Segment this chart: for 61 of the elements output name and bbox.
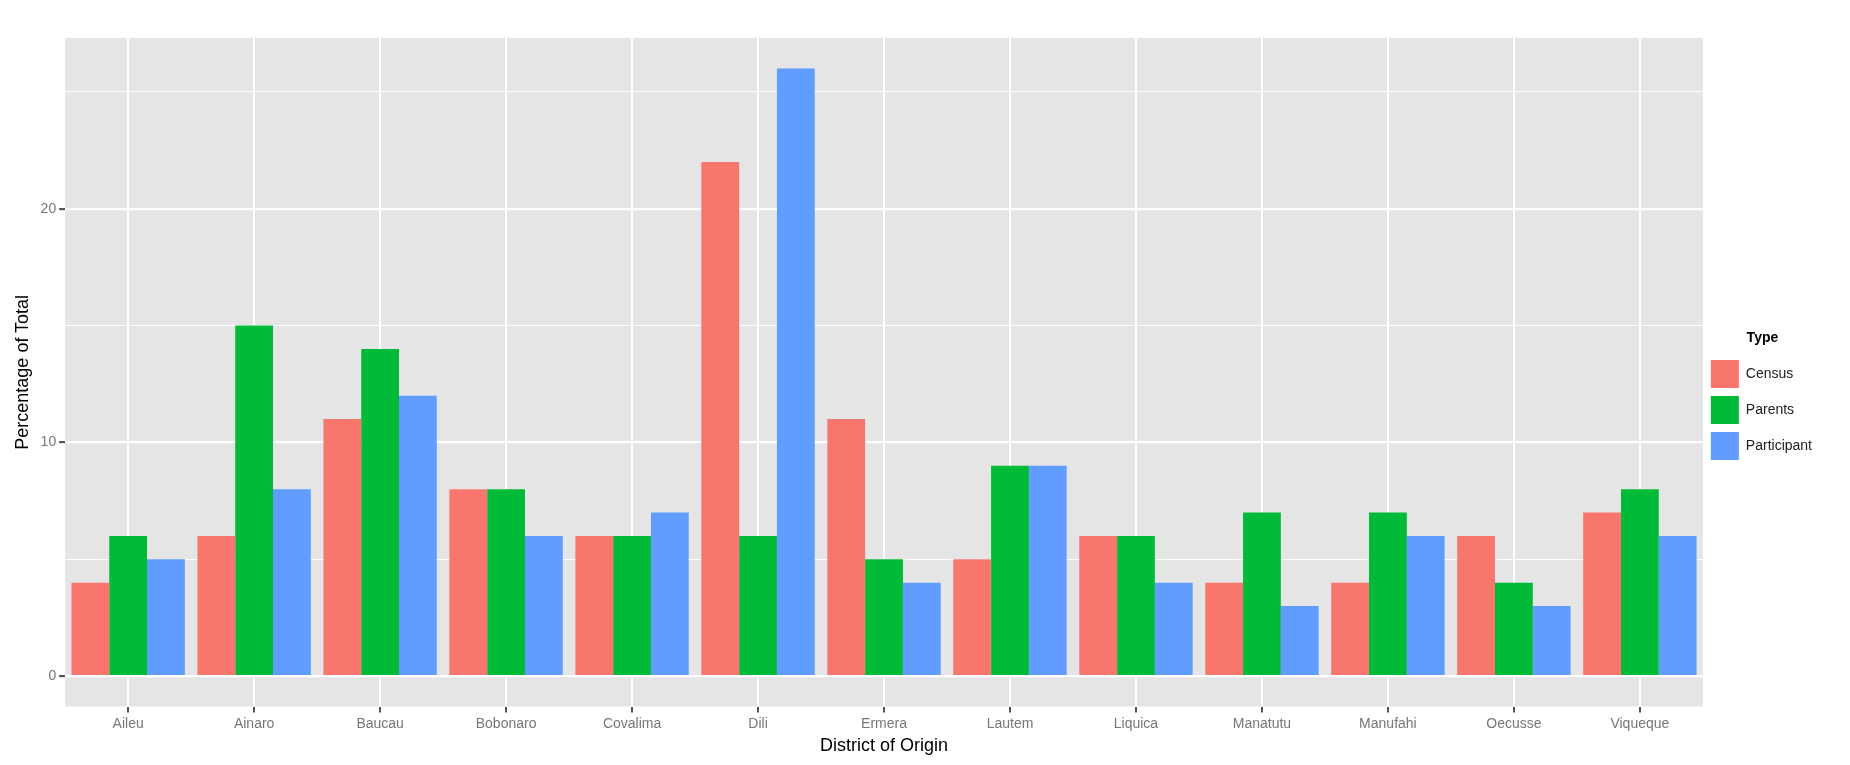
bar bbox=[1154, 582, 1193, 676]
bar bbox=[449, 489, 488, 676]
bar bbox=[147, 559, 185, 676]
x-tick-label: Ermera bbox=[861, 714, 908, 731]
x-tick-label: Lautem bbox=[986, 714, 1034, 731]
y-axis-title: Percentage of Total bbox=[11, 294, 32, 450]
y-tick-label: 10 bbox=[40, 433, 57, 450]
bar bbox=[1583, 512, 1621, 676]
x-tick-label: Baucau bbox=[356, 714, 404, 731]
x-tick-label: Manufahi bbox=[1359, 714, 1417, 731]
y-tick-label: 0 bbox=[48, 667, 57, 684]
bar bbox=[701, 161, 740, 676]
bar bbox=[487, 489, 525, 676]
bar bbox=[865, 559, 903, 676]
x-tick-label: Covalima bbox=[602, 714, 662, 731]
bar bbox=[776, 68, 815, 676]
legend-label: Census bbox=[1745, 364, 1794, 381]
x-tick-label: Oecusse bbox=[1486, 714, 1542, 731]
x-tick-label: Ainaro bbox=[233, 714, 275, 731]
bar bbox=[1658, 535, 1697, 676]
bar bbox=[1495, 582, 1533, 676]
bar bbox=[1620, 489, 1659, 676]
bar bbox=[273, 489, 311, 676]
x-tick-label: Liquica bbox=[1113, 714, 1159, 731]
bar bbox=[1532, 606, 1571, 676]
bar bbox=[575, 535, 614, 676]
bar bbox=[902, 582, 941, 676]
bar bbox=[1117, 535, 1155, 676]
x-tick-label: Viqueque bbox=[1610, 714, 1670, 731]
x-tick-label: Dili bbox=[748, 714, 768, 731]
x-tick-label: Manatutu bbox=[1232, 714, 1292, 731]
x-tick-label: Aileu bbox=[112, 714, 144, 731]
bar bbox=[1331, 582, 1370, 676]
legend-label: Participant bbox=[1745, 436, 1813, 453]
bar bbox=[1028, 465, 1067, 676]
x-tick-label: Bobonaro bbox=[475, 714, 537, 731]
bar bbox=[650, 512, 689, 676]
bar bbox=[827, 419, 866, 676]
bar bbox=[71, 582, 110, 676]
y-tick-label: 20 bbox=[40, 199, 57, 216]
legend-label: Parents bbox=[1745, 400, 1795, 417]
x-axis-title: District of Origin bbox=[820, 735, 949, 756]
bar bbox=[524, 535, 563, 676]
bar bbox=[953, 559, 992, 676]
bar bbox=[235, 325, 274, 676]
bar bbox=[1406, 535, 1445, 676]
bar bbox=[399, 395, 437, 676]
bar bbox=[1280, 606, 1319, 676]
bar bbox=[197, 535, 236, 676]
bar bbox=[323, 419, 362, 676]
bar bbox=[109, 535, 148, 676]
bar bbox=[1205, 582, 1244, 676]
bar bbox=[1079, 535, 1118, 676]
bar bbox=[1369, 512, 1407, 676]
bar bbox=[1243, 512, 1281, 676]
bar bbox=[991, 465, 1029, 676]
bar bbox=[739, 535, 777, 676]
legend-title: Type bbox=[1746, 328, 1779, 345]
bar bbox=[613, 535, 651, 676]
bar bbox=[1457, 535, 1495, 676]
bar bbox=[361, 348, 400, 676]
